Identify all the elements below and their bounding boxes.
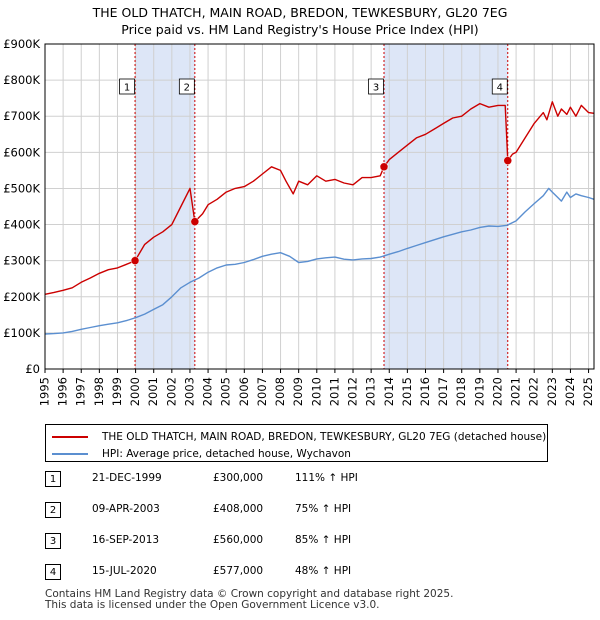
x-tick-label: 1999: [110, 377, 124, 406]
shaded-range: [384, 44, 508, 369]
series-lines: [44, 101, 595, 335]
transaction-date: 15-JUL-2020: [92, 565, 157, 577]
y-tick-label: £500K: [3, 181, 40, 195]
x-tick-label: 2024: [563, 377, 577, 406]
sale-label-text: 1: [124, 83, 130, 94]
x-tick-label: 2013: [364, 377, 378, 406]
chart-subtitle: Price paid vs. HM Land Registry's House …: [121, 22, 479, 37]
x-tick-label: 2015: [400, 377, 414, 406]
grid: [44, 43, 594, 370]
sale-label: 4: [491, 78, 508, 95]
x-tick-label: 1997: [74, 377, 88, 406]
property-price-line: [44, 101, 595, 295]
x-tick-label: 2006: [237, 377, 251, 406]
y-tick-label: £800K: [3, 73, 40, 87]
legend-item-property: THE OLD THATCH, MAIN ROAD, BREDON, TEWKE…: [52, 430, 546, 444]
transaction-number-badge: 3: [45, 533, 61, 549]
plot-frame: [44, 43, 595, 370]
sale-labels: 1 2 3 4: [119, 78, 508, 95]
price-chart: 1 2 3 4 £0 £100K £200K £300K £400K £500K £600K £70…: [3, 37, 595, 406]
y-tick-label: £400K: [3, 218, 40, 232]
x-tick-label: 2007: [255, 377, 269, 406]
sale-label-box: [119, 78, 135, 95]
hpi-line: [44, 187, 595, 335]
x-tick-label: 2009: [291, 377, 305, 406]
footer: Contains HM Land Registry data © Crown c…: [45, 589, 453, 611]
sale-label-box: [368, 78, 384, 95]
x-tick-label: 2001: [146, 377, 160, 406]
x-tick-label: 2025: [581, 377, 595, 406]
x-tick-label: 2023: [545, 377, 559, 406]
y-tick-label: £600K: [3, 145, 40, 159]
transaction-hpi-change: 85% ↑ HPI: [295, 534, 352, 546]
x-tick-label: 2021: [509, 377, 523, 406]
x-tick-label: 2017: [436, 377, 450, 406]
x-tick-label: 1998: [92, 377, 106, 406]
x-tick-label: 2022: [527, 377, 541, 406]
x-tick-label: 2005: [219, 377, 233, 406]
sale-label: 2: [178, 78, 195, 95]
x-tick-label: 2000: [128, 377, 142, 406]
axes: £0 £100K £200K £300K £400K £500K £600K £700K £80…: [3, 37, 595, 406]
transaction-number-badge: 1: [45, 471, 61, 487]
x-tick-label: 2012: [346, 377, 360, 406]
x-tick-label: 2010: [309, 377, 323, 406]
shaded-range: [135, 44, 195, 369]
sale-label: 1: [119, 78, 135, 95]
footer-licence: This data is licensed under the Open Gov…: [45, 599, 380, 611]
y-tick-label: £0: [25, 362, 40, 376]
y-tick-label: £200K: [3, 290, 40, 304]
y-tick-label: £700K: [3, 109, 40, 123]
x-tick-label: 1995: [38, 377, 52, 406]
transaction-number-badge: 4: [45, 564, 61, 580]
legend: THE OLD THATCH, MAIN ROAD, BREDON, TEWKE…: [45, 424, 548, 462]
y-tick-label: £300K: [3, 254, 40, 268]
x-tick-label: 2003: [182, 377, 196, 406]
sale-label-box: [178, 78, 195, 95]
sale-label-text: 2: [184, 83, 190, 94]
shaded-ranges: [135, 44, 508, 369]
legend-swatch-property: [52, 436, 88, 438]
sale-label-text: 3: [373, 83, 379, 94]
x-tick-label: 2016: [418, 377, 432, 406]
x-tick-label: 1996: [56, 377, 70, 406]
sale-point: [190, 217, 200, 226]
sale-point: [379, 162, 389, 172]
legend-label-hpi: HPI: Average price, detached house, Wych…: [102, 448, 351, 460]
x-tick-label: 2002: [164, 377, 178, 406]
y-tick-label: £100K: [3, 326, 40, 340]
transaction-date: 16-SEP-2013: [92, 534, 160, 546]
y-tick-label: £900K: [3, 37, 40, 51]
x-tick-label: 2018: [454, 377, 468, 406]
legend-swatch-hpi: [52, 453, 88, 455]
transaction-date: 09-APR-2003: [92, 503, 160, 515]
x-tick-label: 2011: [327, 377, 341, 406]
sale-label: 3: [368, 78, 384, 95]
transaction-hpi-change: 75% ↑ HPI: [295, 503, 352, 515]
transaction-date: 21-DEC-1999: [92, 472, 162, 484]
sale-point: [503, 156, 513, 165]
sale-label-text: 4: [497, 83, 503, 94]
transaction-price: £577,000: [213, 565, 264, 577]
sale-label-box: [491, 78, 508, 95]
footer-copyright: Contains HM Land Registry data © Crown c…: [45, 588, 454, 600]
legend-label-property: THE OLD THATCH, MAIN ROAD, BREDON, TEWKE…: [102, 431, 547, 443]
x-tick-label: 2004: [201, 377, 215, 406]
x-tick-label: 2020: [490, 377, 504, 406]
transaction-price: £560,000: [213, 534, 264, 546]
sale-point: [130, 256, 140, 265]
sale-markers: [130, 156, 513, 265]
x-tick-label: 2014: [382, 377, 396, 406]
x-tick-label: 2019: [472, 377, 486, 406]
transaction-price: £300,000: [213, 472, 264, 484]
transaction-number-badge: 2: [45, 502, 61, 518]
chart-title: THE OLD THATCH, MAIN ROAD, BREDON, TEWKE…: [92, 5, 508, 20]
legend-item-hpi: HPI: Average price, detached house, Wych…: [52, 447, 351, 461]
transaction-hpi-change: 111% ↑ HPI: [295, 472, 358, 484]
transaction-price: £408,000: [213, 503, 264, 515]
x-tick-label: 2008: [273, 377, 287, 406]
transaction-hpi-change: 48% ↑ HPI: [295, 565, 352, 577]
